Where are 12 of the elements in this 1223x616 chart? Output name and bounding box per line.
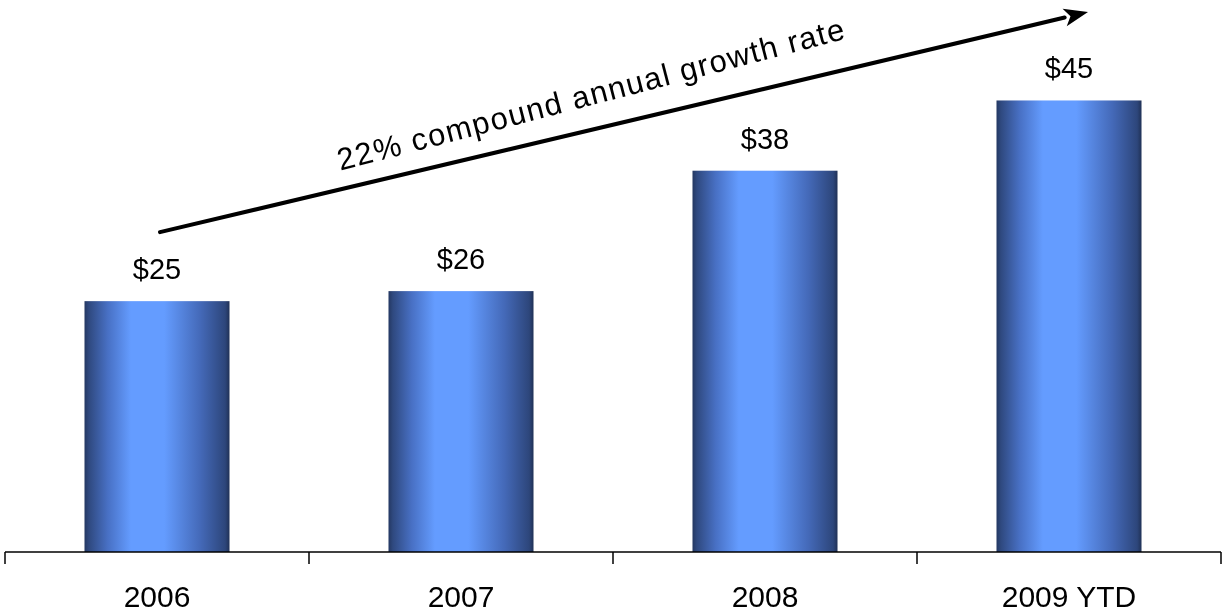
data-label: $25 [132,253,182,286]
x-tick-label: 2006 [123,580,191,613]
data-label: $45 [1044,52,1094,85]
data-label: $26 [436,243,486,276]
data-label: $38 [740,122,790,155]
bar [996,100,1142,552]
x-tick-label: 2008 [731,580,799,613]
bar [84,301,230,552]
bar [388,291,534,552]
x-tick-label: 2007 [427,580,495,613]
x-tick-label: 2009 YTD [1001,580,1137,613]
bar [692,170,838,552]
